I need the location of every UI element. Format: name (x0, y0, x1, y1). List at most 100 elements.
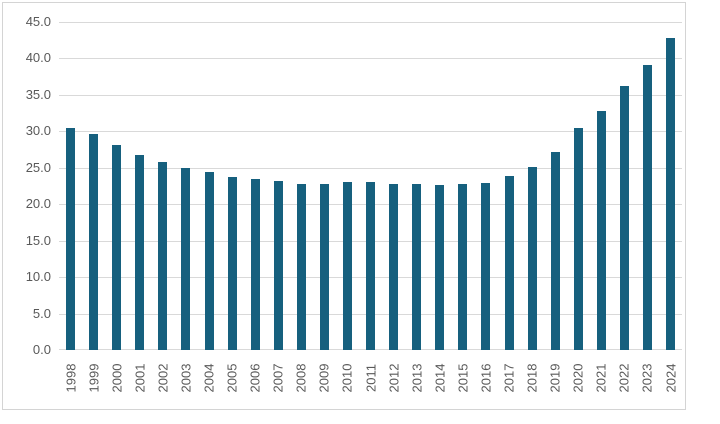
x-slot: 1999 (82, 353, 105, 403)
y-tick-label: 25.0 (25, 159, 51, 175)
bar-2018 (527, 167, 537, 350)
bar-slot-2022 (613, 22, 636, 350)
bar-1999 (89, 134, 99, 350)
bar-2006 (250, 179, 260, 350)
x-tick-label: 2014 (432, 363, 448, 393)
x-tick-label: 2002 (155, 363, 171, 393)
bar-2012 (389, 183, 399, 350)
x-slot: 2009 (313, 353, 336, 403)
bar-slot-2023 (636, 22, 659, 350)
bar-slot-2015 (451, 22, 474, 350)
x-tick-label: 2008 (293, 363, 309, 393)
bar-2005 (227, 176, 237, 350)
bar-slot-2004 (197, 22, 220, 350)
chart-frame: 0.0 5.0 10.0 15.0 20.0 25.0 30.0 35.0 40.0 45.0 1… (2, 2, 686, 410)
y-tick-label: 35.0 (25, 86, 51, 102)
bar-slot-2007 (267, 22, 290, 350)
bar-slot-2008 (290, 22, 313, 350)
y-tick-label: 45.0 (25, 14, 51, 29)
x-tick-label: 2015 (455, 363, 471, 393)
bar-2019 (550, 151, 560, 350)
bar-slot-2005 (221, 22, 244, 350)
bar-2023 (642, 65, 652, 350)
x-tick-label: 1998 (63, 363, 79, 393)
y-tick-label: 15.0 (25, 232, 51, 248)
bar-slot-2002 (151, 22, 174, 350)
y-tick-label: 20.0 (25, 196, 51, 212)
bar-slot-2016 (474, 22, 497, 350)
bar-slot-2014 (428, 22, 451, 350)
x-axis: 1998 1999 2000 2001 2002 2003 2004 2005 2006 2007… (59, 353, 682, 403)
bar-slot-2019 (544, 22, 567, 350)
x-slot: 2012 (382, 353, 405, 403)
bar-slot-2006 (244, 22, 267, 350)
x-slot: 2023 (636, 353, 659, 403)
x-tick-label: 2011 (363, 364, 379, 392)
x-slot: 2010 (336, 353, 359, 403)
bar-slot-2010 (336, 22, 359, 350)
bar-2003 (181, 167, 191, 350)
y-axis: 0.0 5.0 10.0 15.0 20.0 25.0 30.0 35.0 40.0 45.0 (3, 3, 51, 409)
bar-slot-2017 (497, 22, 520, 350)
bar-slot-2011 (359, 22, 382, 350)
x-slot: 2015 (451, 353, 474, 403)
bar-slot-2012 (382, 22, 405, 350)
gridline (59, 131, 682, 132)
bar-2008 (296, 183, 306, 350)
bar-2022 (619, 86, 629, 350)
bar-2007 (273, 180, 283, 350)
x-slot: 2019 (544, 353, 567, 403)
bar-2014 (435, 184, 445, 350)
bar-slot-2020 (567, 22, 590, 350)
x-tick-label: 2005 (224, 363, 240, 393)
x-tick-label: 2021 (593, 363, 609, 393)
x-tick-label: 2009 (316, 363, 332, 393)
x-tick-label: 2019 (547, 363, 563, 393)
bar-1998 (66, 128, 76, 350)
x-slot: 2008 (290, 353, 313, 403)
bar-slot-2013 (405, 22, 428, 350)
bar-slot-1999 (82, 22, 105, 350)
x-tick-label: 2018 (524, 363, 540, 393)
bar-slot-2003 (174, 22, 197, 350)
x-tick-label: 2022 (616, 363, 632, 393)
x-tick-label: 2020 (570, 363, 586, 393)
bar-slot-2024 (659, 22, 682, 350)
x-slot: 2004 (197, 353, 220, 403)
y-tick-label: 30.0 (25, 123, 51, 139)
y-tick-label: 40.0 (25, 50, 51, 66)
x-tick-label: 2000 (109, 363, 125, 393)
plot-area (59, 22, 682, 350)
bar-2010 (342, 182, 352, 350)
bar-2000 (112, 145, 122, 350)
bar-2009 (319, 183, 329, 350)
x-tick-label: 2001 (132, 363, 148, 393)
x-slot: 2001 (128, 353, 151, 403)
gridline (59, 95, 682, 96)
bar-slot-2018 (521, 22, 544, 350)
x-tick-label: 2017 (501, 363, 517, 393)
bar-2024 (666, 38, 676, 350)
x-tick-label: 2006 (247, 363, 263, 393)
bar-slot-1998 (59, 22, 82, 350)
bar-2002 (158, 161, 168, 350)
x-slot: 2016 (474, 353, 497, 403)
bar-2021 (596, 110, 606, 350)
bar-slot-2001 (128, 22, 151, 350)
x-slot: 2014 (428, 353, 451, 403)
x-tick-label: 2024 (663, 363, 679, 393)
x-slot: 2020 (567, 353, 590, 403)
x-slot: 2018 (521, 353, 544, 403)
bar-2016 (481, 183, 491, 350)
bar-2001 (135, 155, 145, 350)
bar-2015 (458, 183, 468, 350)
bar-2017 (504, 175, 514, 350)
bar-slot-2021 (590, 22, 613, 350)
bar-2020 (573, 127, 583, 350)
x-tick-label: 2016 (478, 363, 494, 393)
x-tick-label: 2012 (386, 363, 402, 393)
y-tick-label: 10.0 (25, 269, 51, 285)
y-tick-label: 0.0 (32, 342, 51, 357)
x-slot: 1998 (59, 353, 82, 403)
